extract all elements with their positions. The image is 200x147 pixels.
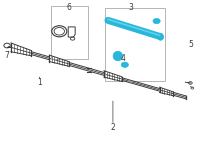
Text: 4: 4 <box>120 54 125 64</box>
Circle shape <box>121 62 128 67</box>
Bar <box>51 6 88 59</box>
Text: 7: 7 <box>5 51 10 60</box>
Text: 2: 2 <box>111 123 115 132</box>
Text: 1: 1 <box>37 78 42 87</box>
Text: 5: 5 <box>188 40 193 49</box>
Ellipse shape <box>113 51 123 61</box>
Text: 6: 6 <box>67 3 72 12</box>
Bar <box>105 8 165 81</box>
Text: 3: 3 <box>128 3 133 12</box>
Circle shape <box>153 19 160 24</box>
Circle shape <box>107 20 109 21</box>
Ellipse shape <box>158 33 164 40</box>
